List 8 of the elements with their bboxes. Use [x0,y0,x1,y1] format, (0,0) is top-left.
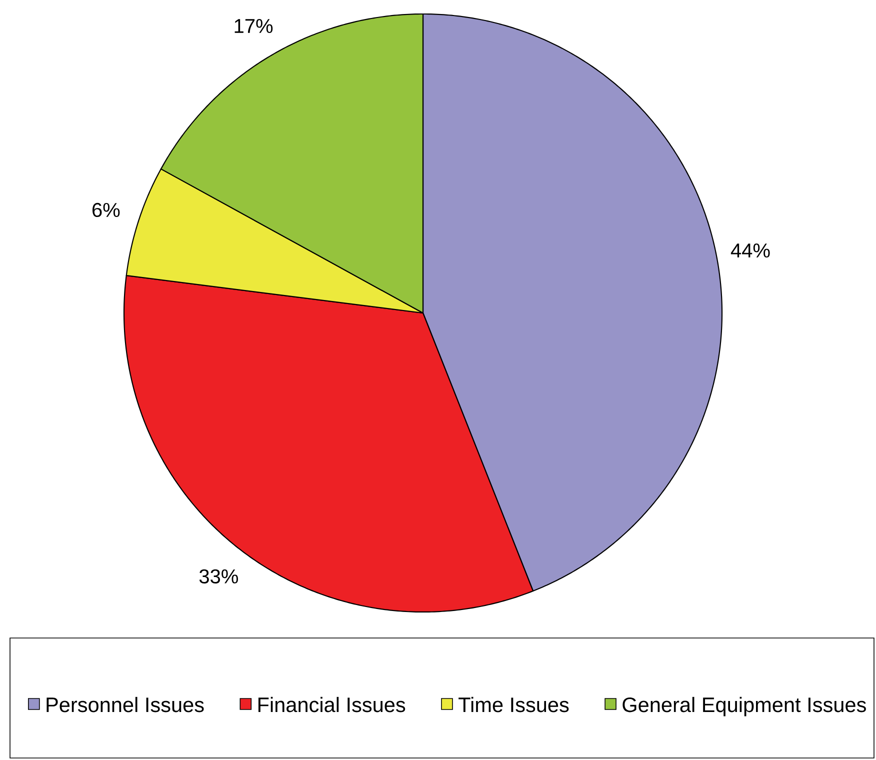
legend-label: Financial Issues [258,696,406,712]
data-label: 33% [199,569,238,584]
data-label: 17% [234,19,273,34]
legend-label: Personnel Issues [46,696,204,712]
data-label: 44% [730,244,770,258]
legend-label: Time Issues [458,696,569,712]
data-label: 6% [92,202,120,218]
legend-label: General Equipment Issues [622,696,866,716]
